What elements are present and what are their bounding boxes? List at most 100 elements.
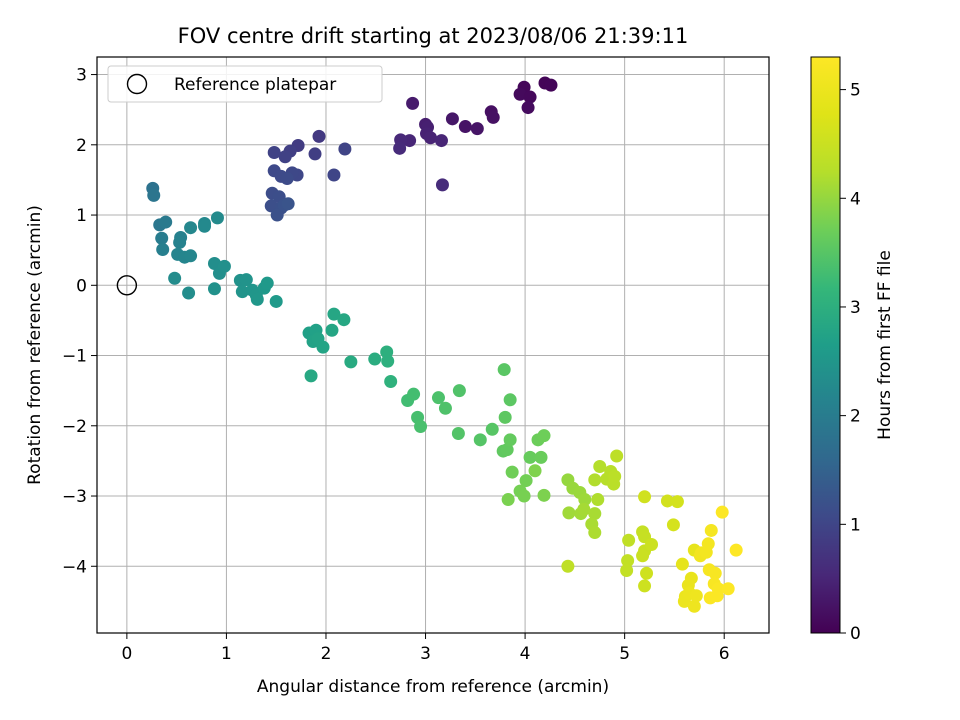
data-point — [280, 172, 294, 186]
data-point — [503, 433, 517, 447]
data-point — [470, 122, 484, 136]
data-point — [173, 235, 187, 249]
data-point — [537, 429, 551, 443]
reference-marker — [116, 275, 138, 296]
data-point — [235, 285, 249, 299]
data-point — [497, 363, 511, 377]
data-point — [414, 419, 428, 433]
data-point — [250, 292, 264, 306]
data-point — [316, 340, 330, 354]
data-point — [458, 120, 472, 134]
data-point — [513, 87, 527, 101]
x-tick-label: 2 — [321, 644, 332, 664]
data-point — [207, 257, 221, 271]
data-point — [588, 473, 602, 487]
data-point — [486, 110, 500, 124]
y-tick-label: −1 — [62, 347, 87, 367]
chart-title: FOV centre drift starting at 2023/08/06 … — [178, 24, 689, 48]
colorbar-tick-label: 5 — [850, 81, 861, 101]
colorbar-label: Hours from first FF file — [875, 250, 895, 440]
data-point — [636, 549, 650, 563]
data-point — [675, 557, 689, 571]
data-point — [327, 307, 341, 321]
data-point — [645, 537, 659, 551]
x-tick-label: 0 — [121, 644, 132, 664]
data-point — [687, 599, 701, 613]
data-point — [434, 134, 448, 148]
data-point — [638, 490, 652, 504]
data-point — [708, 566, 722, 580]
data-point — [608, 469, 622, 483]
x-tick-label: 3 — [420, 644, 431, 664]
y-tick-label: −4 — [62, 557, 87, 577]
data-point — [207, 282, 221, 296]
data-point — [519, 474, 533, 488]
data-point — [159, 215, 173, 229]
data-point — [523, 450, 537, 464]
data-point — [325, 323, 339, 337]
data-point — [156, 242, 170, 256]
data-point — [562, 506, 576, 520]
data-point — [327, 168, 341, 182]
data-point — [701, 537, 715, 551]
x-axis-label: Angular distance from reference (arcmin) — [257, 677, 609, 697]
data-point — [281, 197, 295, 211]
data-point — [660, 494, 674, 508]
data-point — [384, 375, 398, 389]
colorbar-tick-label: 4 — [850, 189, 861, 209]
data-point — [528, 464, 542, 478]
data-point — [424, 131, 438, 145]
y-tick-label: −2 — [62, 417, 87, 437]
data-point — [721, 582, 735, 596]
data-point — [147, 188, 161, 202]
data-point — [269, 294, 283, 308]
data-point — [308, 147, 322, 161]
data-point — [406, 96, 420, 110]
y-tick-label: −3 — [62, 487, 87, 507]
y-tick-label: 2 — [76, 136, 87, 156]
plot-frame — [96, 56, 770, 634]
data-point — [523, 90, 537, 104]
data-point — [534, 450, 548, 464]
data-point — [638, 579, 652, 593]
data-point — [704, 523, 718, 537]
data-point — [393, 141, 407, 155]
colorbar: 0 1 2 3 4 5 Hours from first FF file — [810, 56, 895, 644]
data-point — [338, 142, 352, 156]
data-point — [337, 313, 351, 327]
data-point — [381, 354, 395, 368]
data-point — [521, 101, 535, 115]
data-point — [620, 563, 634, 577]
data-point — [621, 554, 635, 568]
x-tick-label: 6 — [719, 644, 730, 664]
data-point — [670, 495, 684, 509]
gridlines — [97, 57, 769, 633]
data-point — [304, 369, 318, 383]
data-point — [445, 112, 459, 126]
data-point — [710, 589, 724, 603]
data-point — [312, 129, 326, 143]
x-ticks: 0 1 2 3 4 5 6 — [121, 633, 730, 664]
x-tick-label: 1 — [221, 644, 232, 664]
data-point — [168, 271, 182, 285]
data-point — [182, 286, 196, 300]
colorbar-ticks: 0 1 2 3 4 5 — [840, 81, 861, 644]
data-point — [591, 493, 605, 507]
legend: Reference platepar — [107, 65, 383, 103]
data-point — [267, 146, 281, 160]
y-ticks: 3 2 1 0 −1 −2 −3 −4 — [62, 66, 97, 577]
data-point — [610, 449, 624, 463]
data-point — [537, 488, 551, 502]
data-point — [578, 493, 592, 507]
data-point — [729, 543, 743, 557]
data-point — [368, 352, 382, 366]
data-point — [505, 465, 519, 479]
data-point — [184, 249, 198, 263]
data-point — [260, 276, 274, 290]
data-point — [640, 566, 654, 580]
legend-box — [107, 65, 383, 103]
data-point — [689, 589, 703, 603]
data-point — [278, 150, 292, 164]
data-point — [198, 219, 212, 233]
